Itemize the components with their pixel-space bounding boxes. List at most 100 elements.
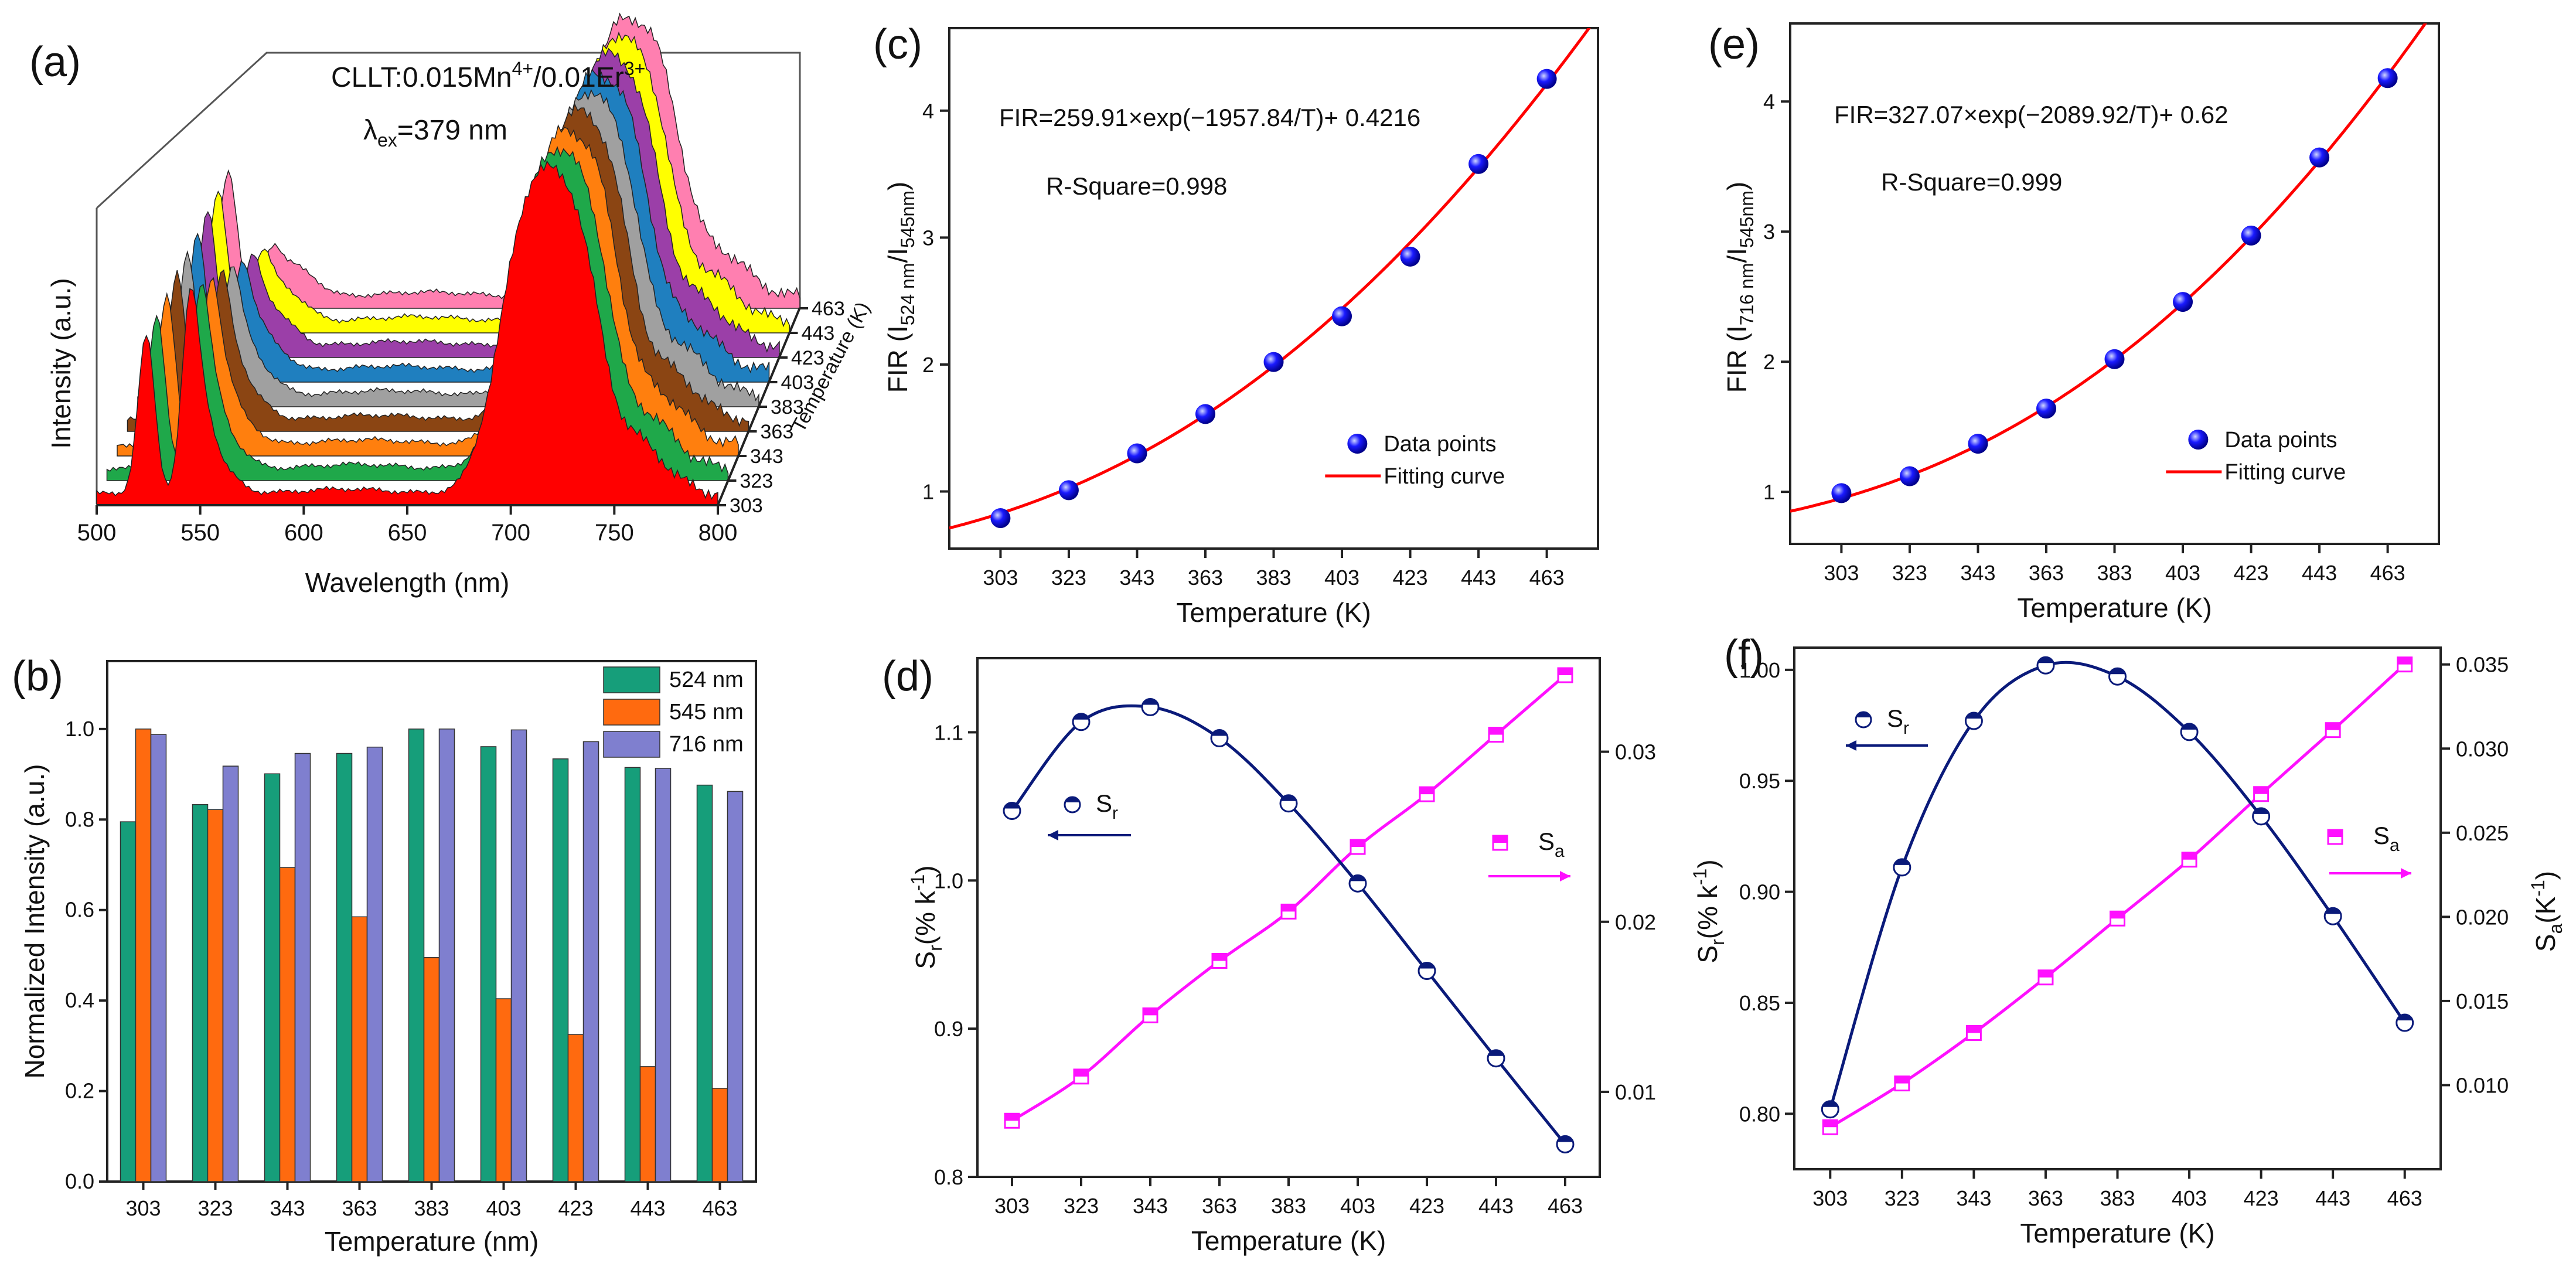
panel-f-y-right-label: Sa(K-1) <box>2527 871 2566 952</box>
bar-545nm-423 <box>567 1034 584 1182</box>
legend-swatch-2 <box>603 731 660 758</box>
sr-marker-fill-463 <box>1558 1136 1573 1142</box>
data-point-443 <box>1468 154 1489 174</box>
x-tick-label-650: 650 <box>388 520 427 546</box>
data-point-383 <box>2104 349 2125 369</box>
panel-b-label: (b) <box>12 653 63 700</box>
sr-marker-fill-343 <box>1966 713 1982 719</box>
x-tick-label-403: 403 <box>2172 1186 2207 1210</box>
x-tick-label-500: 500 <box>77 520 117 546</box>
data-point-303 <box>1831 483 1852 503</box>
bar-545nm-463 <box>711 1088 728 1182</box>
f-x-label: Temperature (K) <box>2020 1218 2214 1248</box>
sr-arrow-head <box>1048 830 1058 840</box>
sa-marker-fill-363 <box>1212 954 1226 961</box>
panel-b-axes: 303 323 343 363 383 403 423 443 463 0.0 0.2 0.4 0.6 0… <box>19 717 738 1257</box>
bar-524nm-463 <box>696 784 713 1182</box>
y-tick-label-3: 3 <box>922 226 934 250</box>
panel-d-label: (d) <box>882 653 933 700</box>
bar-716nm-463 <box>727 791 744 1182</box>
sa-legend-icon-fill <box>2328 830 2342 837</box>
x-tick-label-403: 403 <box>2165 561 2200 585</box>
sr-marker-fill-363 <box>2037 658 2053 663</box>
x-tick-label-343: 343 <box>1133 1194 1168 1218</box>
sa-marker-fill-383 <box>2110 911 2125 919</box>
legend-points-label: Data points <box>2224 428 2337 452</box>
y-right-tick-label-0.01: 0.010 <box>2456 1073 2509 1097</box>
sa-legend-label: Sa <box>1538 828 1565 861</box>
x-tick-label-303: 303 <box>1824 561 1859 585</box>
bar-716nm-423 <box>582 741 599 1182</box>
bar-524nm-443 <box>624 767 641 1182</box>
panel-a-x-label: Wavelength (nm) <box>305 567 510 598</box>
depth-tick-label-403: 403 <box>781 372 815 394</box>
bar-716nm-363 <box>366 746 383 1182</box>
sr-marker-fill-403 <box>1350 876 1365 881</box>
sa-marker-fill-383 <box>1282 904 1296 912</box>
panel-a-label: (a) <box>29 39 81 86</box>
x-tick-label-750: 750 <box>595 520 634 546</box>
x-tick-label-463: 463 <box>702 1196 737 1220</box>
panel-c-rsquare: R-Square=0.998 <box>1046 172 1227 200</box>
sa-legend-icon-fill <box>1493 836 1507 843</box>
x-tick-label-423: 423 <box>2244 1186 2279 1210</box>
bar-716nm-443 <box>655 768 672 1182</box>
x-tick-label-323: 323 <box>1892 561 1927 585</box>
panel-a-y-label: Intensity (a.u.) <box>46 278 76 448</box>
depth-tick-label-343: 343 <box>750 445 783 468</box>
y-tick-label-0.6: 0.6 <box>65 898 94 922</box>
y-tick-label-0: 0.0 <box>65 1169 94 1193</box>
sr-legend-icon-fill <box>1856 713 1870 717</box>
x-tick-label-423: 423 <box>1393 566 1428 590</box>
panel-f: (f) 303 323 343 363 383 403 423 443 463 0.80 0.85 0… <box>1689 632 2566 1248</box>
bar-545nm-323 <box>207 809 224 1182</box>
y-left-tick-label-0.9: 0.90 <box>1739 880 1780 904</box>
x-tick-label-363: 363 <box>1202 1194 1237 1218</box>
sr-marker-fill-363 <box>1212 730 1227 736</box>
data-point-303 <box>990 508 1011 529</box>
data-point-323 <box>1058 480 1079 501</box>
sr-legend-label: Sr <box>1887 704 1909 738</box>
y-left-tick-label-0.9: 0.9 <box>934 1017 963 1041</box>
data-point-343 <box>1968 434 1988 454</box>
sr-arrow-head <box>1846 740 1856 751</box>
sr-marker-fill-343 <box>1143 699 1158 705</box>
y-right-tick-label-0.025: 0.025 <box>2456 821 2509 845</box>
sa-marker-fill-463 <box>2397 657 2412 665</box>
bar-716nm-303 <box>150 734 167 1182</box>
depth-tick-label-303: 303 <box>730 495 763 517</box>
y-right-tick-label-0.035: 0.035 <box>2456 653 2509 677</box>
bar-524nm-303 <box>120 821 137 1182</box>
data-point-323 <box>1899 466 1920 486</box>
x-tick-label-303: 303 <box>983 566 1018 590</box>
panel-e-rsquare: R-Square=0.999 <box>1881 168 2062 196</box>
y-left-tick-label-0.85: 0.85 <box>1739 991 1780 1015</box>
sa-marker-fill-403 <box>1351 840 1365 847</box>
bar-524nm-323 <box>192 804 209 1182</box>
panel-f-y-left-label: Sr(% k-1) <box>1689 859 1728 963</box>
legend-label-2: 716 nm <box>669 732 744 757</box>
y-right-tick-label-0.03: 0.030 <box>2456 737 2509 761</box>
sr-marker-fill-443 <box>1488 1050 1504 1056</box>
panel-b-x-label: Temperature (nm) <box>325 1226 539 1257</box>
y-left-tick-label-1: 1.00 <box>1739 658 1780 682</box>
legend-curve-label: Fitting curve <box>1384 464 1505 489</box>
depth-tick-label-383: 383 <box>771 396 804 418</box>
sa-marker-fill-303 <box>1005 1114 1019 1121</box>
panel-b-legend: 524 nm 545 nm 716 nm <box>603 666 744 758</box>
sr-marker-fill-423 <box>2253 809 2269 814</box>
sr-marker-fill-383 <box>2110 669 2125 675</box>
legend-curve-label: Fitting curve <box>2224 460 2346 485</box>
panel-f-plot: 303 323 343 363 383 403 423 443 463 0.80 0.85 0.90 0… <box>1739 653 2509 1248</box>
bar-545nm-403 <box>495 998 512 1182</box>
bar-524nm-403 <box>480 746 497 1182</box>
x-tick-label-383: 383 <box>414 1196 449 1220</box>
depth-tick-label-423: 423 <box>791 347 824 369</box>
panel-a-excitation: λex=379 nm <box>363 115 507 151</box>
data-point-403 <box>2173 292 2193 312</box>
x-tick-label-363: 363 <box>1188 566 1223 590</box>
x-tick-label-383: 383 <box>2097 561 2132 585</box>
x-tick-label-343: 343 <box>270 1196 305 1220</box>
y-tick-label-3: 3 <box>1763 220 1775 244</box>
